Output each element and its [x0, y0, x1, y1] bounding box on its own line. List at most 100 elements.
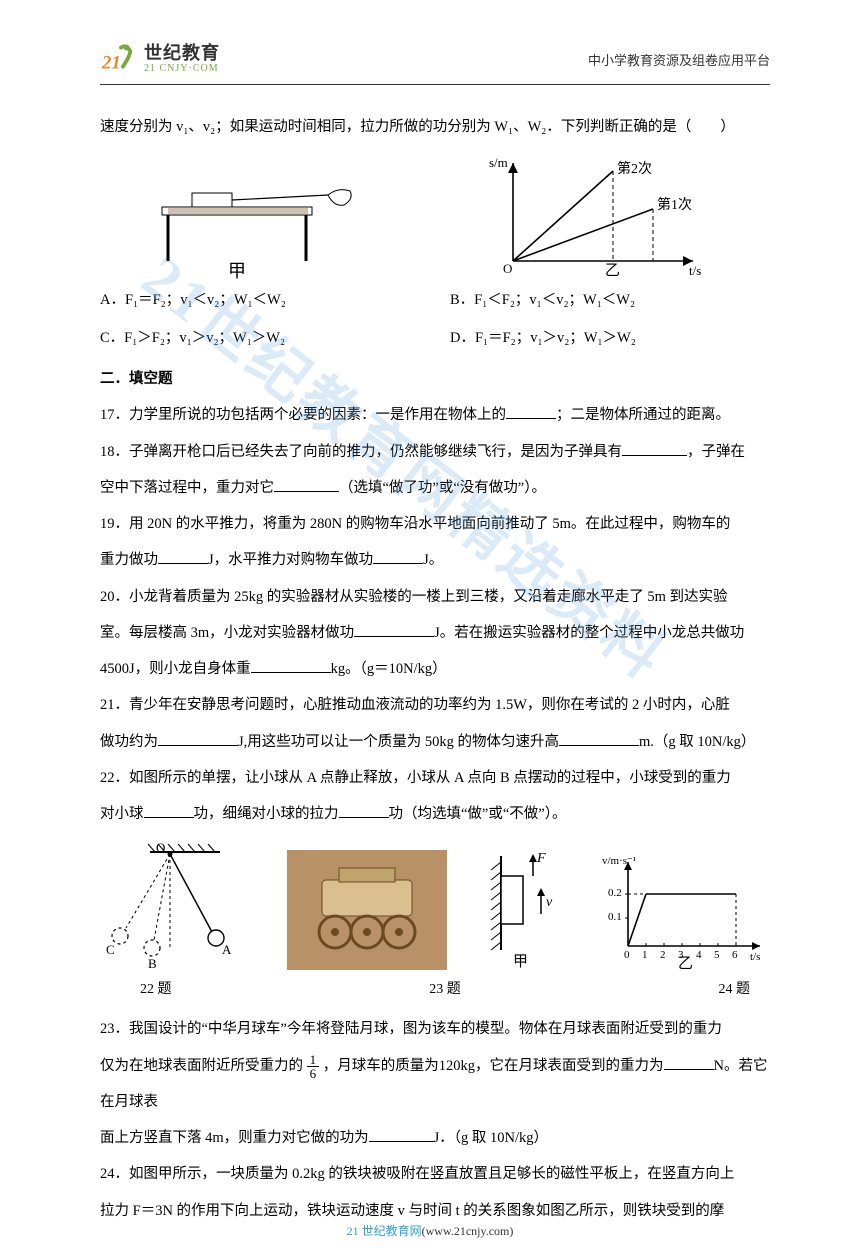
svg-text:1: 1 [642, 949, 648, 961]
q23l2: 仅为在地球表面附近所受重力的 1 6 ，月球车的质量为120kg，它在月球表面受… [100, 1048, 770, 1121]
svg-text:2: 2 [660, 949, 666, 961]
q19l2: 重力做功 J，水平推力对购物车做功 J。 [100, 542, 770, 578]
t: 18．子弹离开枪口后已经失去了向前的推力，仍然能够继续飞行，是因为子弹具有 [100, 444, 622, 460]
logo: 21 世纪教育 21 CNJY·COM [100, 40, 220, 78]
logo-icon: 21 [100, 40, 138, 78]
t: 4500J，则小龙自身体重 [100, 661, 251, 677]
blank [369, 1128, 434, 1143]
blank [339, 804, 389, 819]
q18l1: 18．子弹离开枪口后已经失去了向前的推力，仍然能够继续飞行，是因为子弹具有 ，子弹… [100, 434, 770, 470]
q24l1: 24．如图甲所示，一块质量为 0.2kg 的铁块被吸附在竖直放置且足够长的磁性平… [100, 1156, 770, 1192]
logo-main: 世纪教育 [144, 44, 220, 62]
svg-text:v/m·s⁻¹: v/m·s⁻¹ [602, 855, 636, 867]
q20l1: 20．小龙背着质量为 25kg 的实验器材从实验楼的一楼上到三楼，又沿着走廊水平… [100, 579, 770, 615]
blank [158, 731, 238, 746]
svg-text:4: 4 [696, 949, 702, 961]
q21l1: 21．青少年在安静思考问题时，心脏推动血液流动的功率约为 1.5W，则你在考试的… [100, 687, 770, 723]
t: J，水平推力对购物车做功 [208, 552, 373, 568]
footer-brand: 21 世纪教育网 [347, 1224, 422, 1238]
svg-text:0.2: 0.2 [608, 887, 622, 899]
q17-pre: 17．力学里所说的功包括两个必要的因素：一是作用在物体上的 [100, 407, 506, 423]
t: m.（g 取 10N/kg） [639, 734, 755, 750]
t: J。若在搬运实验器材的整个过程中小龙总共做功 [434, 625, 744, 641]
num: 1 [307, 1053, 320, 1067]
t: 功，细绳对小球的拉力 [194, 806, 339, 822]
svg-text:第2次: 第2次 [617, 160, 652, 177]
t: ，子弹在 [687, 444, 745, 460]
svg-text:乙: 乙 [678, 956, 693, 970]
fraction-1-6: 1 6 [307, 1053, 320, 1080]
t: 做功约为 [100, 734, 158, 750]
options: A．F₁＝F₂；v₁＜v₂；W₁＜W₂ B．F₁＜F₂；v₁＜v₂；W₁＜W₂ … [100, 285, 770, 355]
fig-row-jia-yi: 甲 s/m t/s O 第2次 第1次 [100, 151, 770, 281]
cap-23: 23 题 [429, 972, 461, 1007]
option-d: D．F₁＝F₂；v₁＞v₂；W₁＞W₂ [450, 323, 770, 355]
figure-yi: s/m t/s O 第2次 第1次 乙 [483, 151, 713, 281]
q22l2: 对小球功，细绳对小球的拉力功（均选填“做”或“不做”）。 [100, 796, 770, 832]
figure-jia: 甲 [158, 171, 368, 281]
svg-text:v: v [546, 895, 553, 910]
fig-row-22-24: O A B C [100, 840, 770, 970]
t: J,用这些功可以让一个质量为 50kg 的物体匀速升高 [238, 734, 559, 750]
t: 功（均选填“做”或“不做”）。 [389, 806, 567, 822]
svg-text:t/s: t/s [689, 263, 701, 278]
t: 室。每层楼高 3m，小龙对实验器材做功 [100, 625, 354, 641]
t: J．（g 取 10N/kg） [434, 1130, 548, 1146]
figure-23 [287, 850, 447, 970]
q21l2: 做功约为 J,用这些功可以让一个质量为 50kg 的物体匀速升高 m.（g 取 10… [100, 724, 770, 760]
option-c: C．F₁＞F₂；v₁＞v₂；W₁＞W₂ [100, 323, 420, 355]
blank [274, 477, 339, 492]
svg-text:甲: 甲 [513, 954, 528, 970]
svg-text:第1次: 第1次 [657, 196, 692, 213]
t: 仅为在地球表面附近所受重力的 [100, 1058, 303, 1074]
t: J。 [423, 552, 443, 568]
footer-url: (www.21cnjy.com) [422, 1224, 514, 1238]
t: （选填“做了功”或“没有做功”）。 [339, 480, 546, 496]
header-rule [100, 84, 770, 85]
svg-text:F: F [536, 851, 546, 866]
svg-text:乙: 乙 [605, 263, 620, 279]
option-b: B．F₁＜F₂；v₁＜v₂；W₁＜W₂ [450, 285, 770, 317]
page-header: 21 世纪教育 21 CNJY·COM 中小学教育资源及组卷应用平台 [100, 40, 770, 78]
figure-24a: F v 甲 [483, 850, 563, 970]
svg-text:甲: 甲 [228, 261, 246, 281]
den: 6 [307, 1067, 320, 1080]
t: 面上方竖直下落 4m，则重力对它做的功为 [100, 1130, 369, 1146]
q20l3: 4500J，则小龙自身体重 kg。（g＝10N/kg） [100, 651, 770, 687]
logo-text: 世纪教育 21 CNJY·COM [144, 44, 220, 74]
t: 重力做功 [100, 552, 158, 568]
svg-text:0.1: 0.1 [608, 911, 622, 923]
header-right: 中小学教育资源及组卷应用平台 [588, 50, 770, 69]
blank [622, 441, 687, 456]
t: kg。（g＝10N/kg） [331, 661, 447, 677]
blank [506, 405, 556, 420]
content: 速度分别为 v₁、v₂；如果运动时间相同，拉力所做的功分别为 W₁、W₂．下列判… [100, 109, 770, 1229]
section-title: 二．填空题 [100, 361, 770, 397]
svg-text:s/m: s/m [489, 155, 508, 170]
footer: 21 世纪教育网(www.21cnjy.com) [0, 1222, 860, 1239]
q20l2: 室。每层楼高 3m，小龙对实验器材做功 J。若在搬运实验器材的整个过程中小龙总共做… [100, 615, 770, 651]
svg-text:B: B [148, 956, 157, 970]
q17-post: ；二是物体所通过的距离。 [556, 407, 730, 423]
svg-text:0: 0 [624, 949, 630, 961]
svg-text:A: A [222, 942, 232, 957]
blank [354, 622, 434, 637]
blank [373, 550, 423, 565]
t: ，月球车的质量为120kg，它在月球表面受到的重力为 [323, 1058, 664, 1074]
svg-text:21: 21 [101, 53, 121, 74]
fig-captions: 22 题 23 题 24 题 [140, 972, 750, 1007]
cap-22: 22 题 [140, 972, 172, 1007]
blank [664, 1055, 714, 1070]
q22l1: 22．如图所示的单摆，让小球从 A 点静止释放，小球从 A 点向 B 点摆动的过… [100, 760, 770, 796]
blank [559, 731, 639, 746]
page: 21 世纪教育 21 CNJY·COM 中小学教育资源及组卷应用平台 21世纪教… [0, 0, 860, 1259]
cap-24: 24 题 [719, 972, 751, 1007]
q23l1: 23．我国设计的“中华月球车”今年将登陆月球，图为该车的模型。物体在月球表面附近… [100, 1011, 770, 1047]
svg-text:5: 5 [714, 949, 720, 961]
blank [158, 550, 208, 565]
svg-text:O: O [503, 261, 512, 276]
figure-24b: v/m·s⁻¹ t/s 0.2 0.1 0 1 2 3 4 5 6 乙 [600, 850, 770, 970]
svg-text:O: O [156, 840, 165, 855]
figure-22: O A B C [100, 840, 250, 970]
blank [251, 659, 331, 674]
